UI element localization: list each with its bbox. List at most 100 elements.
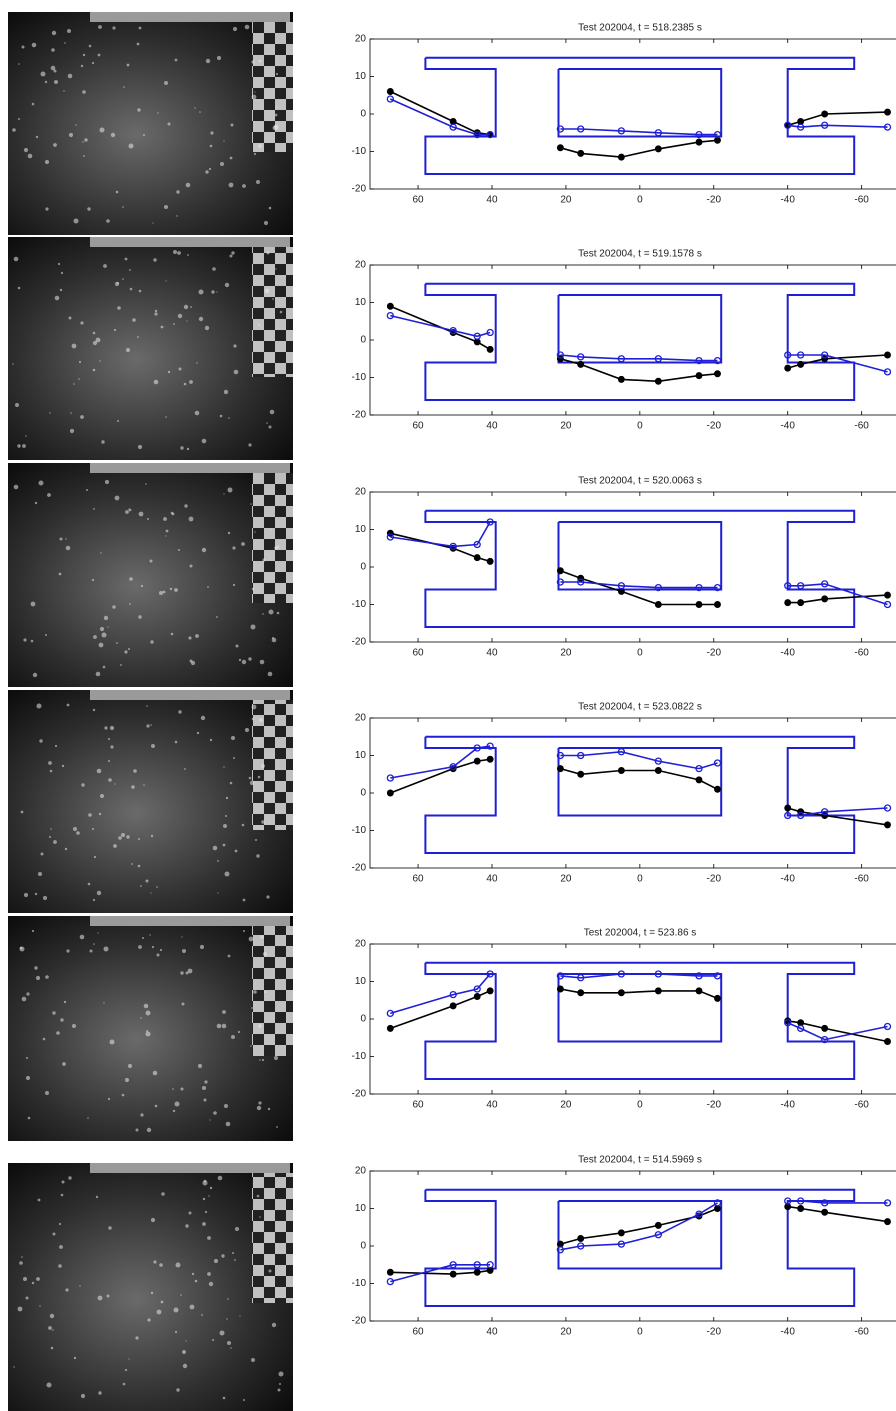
series-marker [785,805,791,811]
photo-spray [88,813,92,817]
photo-spray [228,532,230,534]
photo-spray [108,1098,110,1100]
photo-spray [267,252,270,255]
photo-spray [187,448,189,450]
photo-spray [164,205,168,209]
photo-spray [183,1364,187,1368]
photo-spray [270,410,275,415]
photo-spray [204,1180,207,1183]
photo-spray [125,258,128,261]
photo-spray [235,850,238,853]
photo-spray [49,836,51,838]
photo-spray [144,1004,149,1009]
x-tick-label: -20 [707,421,722,432]
photo-spray [150,560,153,563]
photo-spray [142,937,144,939]
photo-spray [224,390,228,394]
photo-spray [62,1181,65,1184]
photo [8,463,293,687]
photo-spray [175,741,178,744]
photo-spray [275,268,276,269]
photo-spray [14,485,19,490]
photo-spray [214,1259,218,1263]
y-tick-label: -20 [352,184,367,195]
photo-spray [146,880,149,883]
photo-spray [217,892,218,893]
photo-spray [223,1397,226,1400]
photo-spray [24,148,28,152]
photo-spray [195,1280,198,1283]
photo-spray [182,949,186,953]
photo-spray [96,1196,98,1198]
y-tick-label: 0 [360,109,366,120]
series-marker [696,602,702,608]
photo-spray [190,306,192,308]
photo-spray [92,579,94,581]
photo-spray [199,290,204,295]
photo-spray [100,552,101,553]
photo-spray [223,844,226,847]
photo-spray [93,332,96,335]
photo-spray [14,257,19,262]
photo-spray [73,383,75,385]
photo-spray [32,930,34,932]
photo-checker [252,1173,293,1303]
photo-spray [106,219,110,223]
photo-spray [48,1326,52,1330]
photo-spray [26,1076,30,1080]
photo [8,12,293,235]
series-marker [474,758,480,764]
photo-spray [33,673,37,677]
photo-spray [151,744,155,748]
series-marker [715,371,721,377]
photo-spray [204,1080,207,1083]
chart-title: Test 202004, t = 520.0063 s [578,476,702,487]
series-marker [558,986,564,992]
series-marker [715,137,721,143]
photo-spray [45,160,49,164]
photo-spray [97,891,101,895]
photo-spray [132,318,136,322]
photo-spray [129,577,133,581]
photo-spray [172,513,175,516]
photo-spray [140,1017,142,1019]
photo-spray [138,445,142,449]
series-marker [798,119,804,125]
x-tick-label: -40 [780,648,795,659]
photo-spray [48,761,52,765]
photo-spray [205,170,208,173]
photo-spray [45,975,49,979]
photo-spray [31,602,36,607]
photo-spray [260,935,264,939]
photo-spray [161,326,164,329]
chart: Test 202004, t = 520.0063 s-20-100102060… [352,476,896,659]
photo-spray [70,412,72,414]
photo-spray [206,59,210,63]
photo-spray [107,626,108,627]
photo-spray [233,757,235,759]
series-marker [785,365,791,371]
photo-spray [107,1295,110,1298]
photo-spray [173,250,177,254]
x-tick-label: 0 [637,1100,643,1111]
photo-spray [279,1383,281,1385]
photo-spray [120,664,122,666]
photo-spray [189,1212,192,1215]
photo-spray [157,954,160,957]
photo-spray [131,863,133,865]
photo-spray [249,937,254,942]
photo-spray [182,1350,186,1354]
photo-spray [75,124,76,125]
x-tick-label: -60 [854,648,869,659]
photo-spray [150,724,152,726]
y-tick-label: 0 [360,562,366,573]
x-tick-label: -20 [707,874,722,885]
y-tick-label: -20 [352,410,367,421]
photo-spray [22,997,27,1002]
photo-spray [150,892,151,893]
photo [8,690,293,913]
series-marker [696,988,702,994]
photo-spray [256,180,260,184]
photo-spray [98,54,101,57]
y-tick-label: -10 [352,599,367,610]
